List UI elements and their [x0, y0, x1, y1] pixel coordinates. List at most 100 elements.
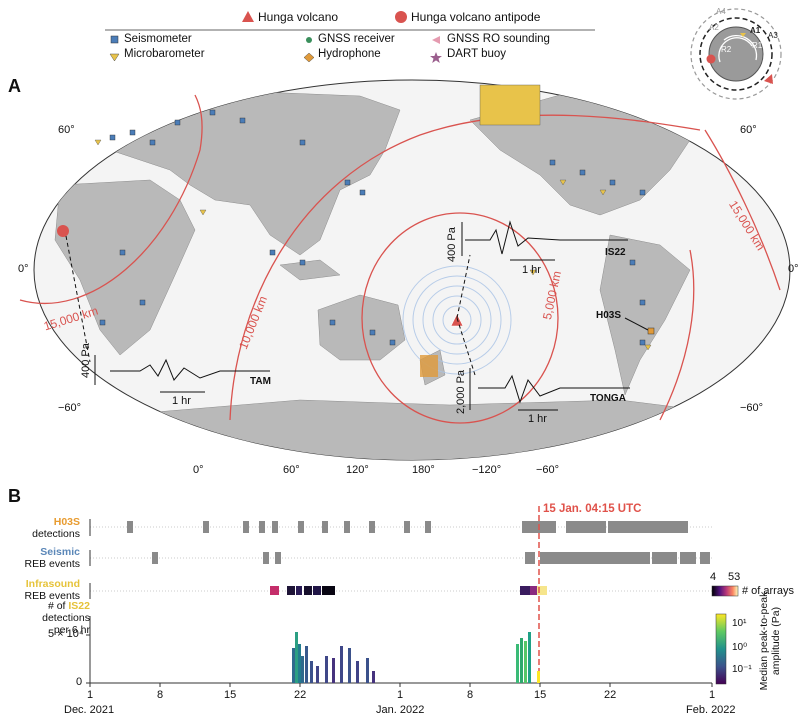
row-label-infrasound: Infrasound REB events — [0, 578, 80, 602]
arrays-colorbar — [711, 585, 739, 597]
xtick-jan-8: 8 — [467, 689, 474, 701]
contour-east — [659, 249, 695, 421]
microbarometer-triangle-icon — [109, 53, 120, 62]
inset-outer-ring — [690, 8, 782, 100]
colorbar-arrays-label: # of arrays — [742, 585, 794, 597]
xtick-jan-15: 15 — [534, 689, 547, 701]
inset-label-a4: A4 — [716, 7, 726, 16]
xmonth-jan: Jan. 2022 — [376, 704, 425, 716]
contour-15000km-right — [704, 129, 781, 291]
row-title-infrasound: Infrasound — [25, 578, 80, 590]
map-legend: Hunga volcano Hunga volcano antipode Sei… — [105, 6, 605, 68]
tonga-trace — [478, 374, 630, 404]
xtick-jan-1: 1 — [397, 689, 404, 701]
row-title-h03s: H03S — [53, 516, 80, 528]
waveform-time-tonga: 1 hr — [528, 413, 547, 425]
lon-label-m120: −120° — [472, 464, 502, 476]
row-label-seismic: Seismic REB events — [0, 546, 80, 570]
inset-middle-ring — [699, 17, 773, 91]
panel-letter-a: A — [8, 76, 21, 96]
inset-label-r1: R1 — [752, 41, 763, 50]
hist-ylabel-is22: IS22 — [68, 600, 90, 612]
legend-gnss-label: GNSS receiver — [318, 33, 395, 45]
hunga-volcano-icon — [450, 313, 464, 327]
row-label-h03s: H03S detections — [0, 516, 80, 540]
legend-antipode-label: Hunga volcano antipode — [411, 10, 541, 24]
gnss-dot-icon — [306, 37, 312, 43]
waveform-scale-is22: 400 Pa — [446, 227, 458, 262]
antipode-icon — [57, 225, 69, 237]
antipode-circle-icon — [395, 11, 407, 23]
pressure-rings — [402, 265, 512, 375]
inset-label-a3: A3 — [768, 31, 778, 40]
xtick-jan-22: 22 — [604, 689, 617, 701]
alaska-cluster — [479, 84, 541, 126]
amp-colorbar-label: Median peak-to-peak amplitude (Pa) — [758, 591, 782, 691]
seismic-bars — [152, 552, 710, 564]
lat-label-0-left: 0° — [18, 263, 29, 275]
timeline-chart — [86, 506, 739, 687]
histogram-bars — [292, 632, 540, 683]
hist-ytick-5e4: 5 × 10⁴ — [48, 628, 84, 640]
row-sub-infrasound: REB events — [24, 590, 80, 602]
nz-station-cluster — [420, 355, 438, 377]
x-ticks — [89, 683, 713, 687]
infrasound-bars — [270, 586, 547, 595]
waveform-scale-tam: 400 Pa — [80, 343, 92, 378]
contour-5000km — [361, 212, 559, 424]
eurasia-shape — [89, 91, 401, 256]
legend-hydrophone-label: Hydrophone — [318, 48, 381, 60]
volcano-triangle-icon — [242, 11, 254, 22]
contour-15000km-left — [19, 94, 203, 305]
row-sub-seismic: REB events — [24, 558, 80, 570]
amp-tick-10-0: 10⁰ — [732, 642, 748, 653]
waveform-leaders — [65, 235, 476, 376]
colorbar-min-label: 4 — [710, 571, 717, 583]
is22-trace — [465, 220, 628, 255]
lat-label-60-right: 60° — [740, 124, 757, 136]
world-map — [19, 79, 791, 461]
amp-tick-10-1: 10¹ — [732, 618, 747, 629]
scale-bars — [94, 222, 558, 411]
waveform-station-tonga: TONGA — [590, 393, 626, 404]
lon-label-60: 60° — [283, 464, 300, 476]
waveform-time-tam: 1 hr — [172, 395, 191, 407]
xtick-dec-15: 15 — [224, 689, 237, 701]
indonesia-shape — [279, 259, 341, 281]
row-sub-h03s: detections — [32, 528, 80, 540]
legend-gnss-ro-label: GNSS RO sounding — [447, 33, 550, 45]
h03s-bars — [127, 521, 688, 533]
legend-seismometer-label: Seismometer — [124, 33, 192, 45]
waveform-station-is22: IS22 — [605, 247, 626, 258]
distance-contours — [19, 94, 781, 424]
legend-microbarometer-label: Microbarometer — [124, 48, 205, 60]
colorbar-max-label: 53 — [728, 571, 741, 583]
lon-label-120: 120° — [346, 464, 369, 476]
waveform-scale-tonga: 2,000 Pa — [455, 369, 467, 414]
xtick-dec-1: 1 — [87, 689, 94, 701]
legend-volcano-label: Hunga volcano — [258, 10, 339, 24]
amplitude-colorbar — [715, 613, 727, 685]
waveform-traces — [110, 220, 630, 404]
hist-ytick-0: 0 — [76, 676, 83, 688]
histogram-axes — [86, 616, 712, 684]
inset-label-a1: A1 — [750, 26, 761, 35]
dart-star-icon — [430, 52, 442, 63]
inset-volcano-icon — [764, 74, 773, 84]
seismometer-square-icon — [110, 35, 119, 44]
lon-label-180: 180° — [412, 464, 435, 476]
xtick-dec-8: 8 — [157, 689, 164, 701]
hist-ylabel-line3: per 6 hr — [53, 624, 90, 636]
lat-label-60s-left: −60° — [58, 402, 82, 414]
seismometer-markers — [99, 109, 646, 346]
hist-ylabel-line1: # of IS22 — [47, 600, 90, 612]
h03s-map-label: H03S — [596, 310, 622, 321]
contour-10000km — [229, 114, 701, 421]
xmonth-feb: Feb. 2022 — [686, 704, 736, 716]
lon-label-m60: −60° — [536, 464, 560, 476]
lat-label-60-left: 60° — [58, 124, 75, 136]
amp-tick-10-m1: 10⁻¹ — [732, 664, 752, 675]
tam-trace — [110, 358, 270, 381]
xmonth-dec: Dec. 2021 — [64, 704, 115, 716]
inset-station-icon — [740, 33, 746, 37]
